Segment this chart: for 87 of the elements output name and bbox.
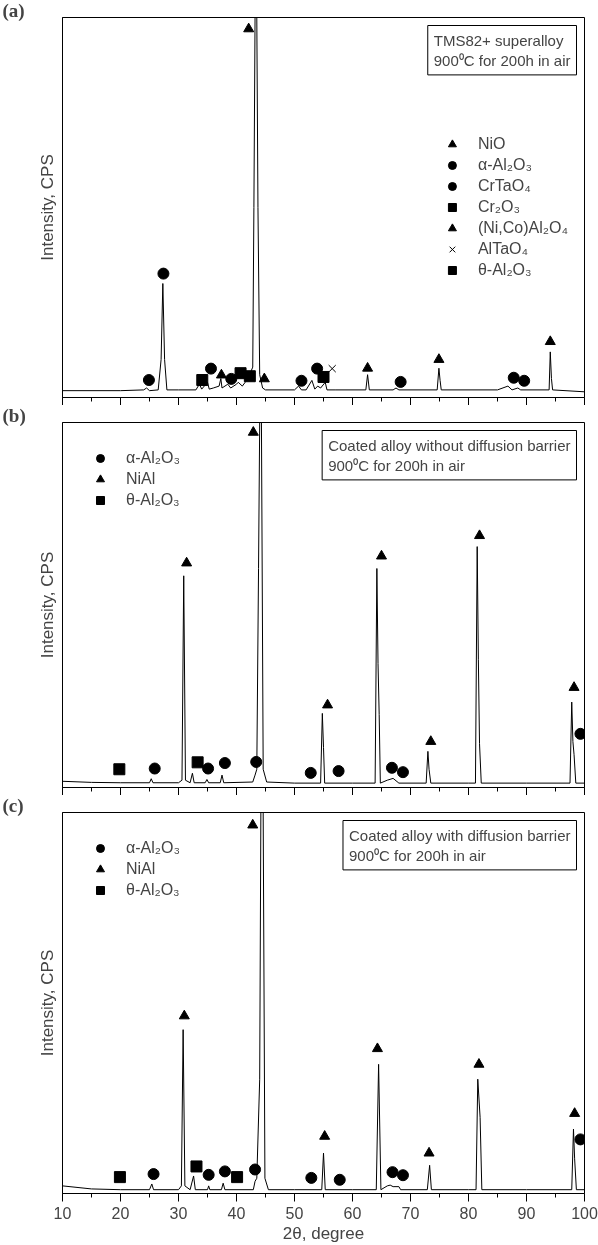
x-tick-label: 90 <box>517 1204 536 1222</box>
point <box>574 727 585 740</box>
point <box>157 267 170 280</box>
annotation: Coated alloy with diffusion barrier 900⁰C for 200h in air <box>348 826 571 864</box>
point <box>250 755 263 768</box>
legend-label: θ-Al₂O₃ <box>477 261 532 279</box>
y-axis-title: Intensity, CPS <box>37 154 57 261</box>
point <box>317 370 330 383</box>
point <box>518 374 531 387</box>
point <box>319 1130 331 1140</box>
legend-label: NiAl <box>126 860 156 878</box>
legend-label: α-Al₂O₃ <box>126 449 180 467</box>
point <box>396 766 409 779</box>
x-axis-title: 2θ, degree <box>282 1223 365 1243</box>
point <box>568 681 580 691</box>
point <box>304 766 317 779</box>
point <box>113 763 126 776</box>
legend-label: (Ni,Co)Al₂O₄ <box>477 219 568 237</box>
x-tick-label: 40 <box>227 1204 246 1222</box>
point <box>333 1173 346 1186</box>
point <box>215 368 227 379</box>
point <box>218 1165 231 1178</box>
point <box>332 765 345 778</box>
x-tick-label: 100 <box>571 1204 598 1222</box>
point <box>569 1107 581 1117</box>
point <box>295 374 308 387</box>
legend-label: CrTaO₄ <box>477 177 531 195</box>
legend-label: α-Al₂O₃ <box>477 156 532 174</box>
legend-label: θ-Al₂O₃ <box>126 881 180 899</box>
point <box>190 1160 203 1173</box>
point <box>243 22 255 33</box>
point <box>181 556 193 567</box>
point <box>202 762 215 775</box>
point <box>544 335 556 346</box>
point <box>433 353 445 363</box>
legend-label: α-Al₂O₃ <box>126 839 180 857</box>
x-tick-label: 70 <box>401 1204 420 1222</box>
legend-label: Cr₂O₃ <box>477 198 520 216</box>
point <box>386 1166 399 1179</box>
x-tick-label: 10 <box>53 1204 72 1222</box>
point <box>247 818 259 829</box>
point <box>371 1042 383 1053</box>
text: (a) <box>2 0 25 22</box>
point <box>147 1168 160 1181</box>
point <box>148 762 161 775</box>
point <box>396 1169 409 1182</box>
point <box>234 367 247 380</box>
x-tick-label: 30 <box>169 1204 188 1222</box>
point <box>425 735 437 745</box>
legend-label: NiO <box>477 135 506 153</box>
point <box>249 1163 262 1176</box>
point <box>507 371 520 384</box>
x-tick-label: 80 <box>459 1204 478 1222</box>
legend-label: AlTaO₄ <box>477 240 529 258</box>
point <box>191 756 204 769</box>
point <box>178 1009 190 1020</box>
point <box>218 757 231 770</box>
x-tick-label: 50 <box>285 1204 304 1222</box>
point <box>231 1171 244 1184</box>
x-tick-label: 60 <box>343 1204 362 1222</box>
legend-label: θ-Al₂O₃ <box>126 491 180 509</box>
point <box>142 374 155 387</box>
point <box>328 364 337 373</box>
point <box>258 372 270 383</box>
point <box>423 1146 435 1157</box>
y-axis-title: Intensity, CPS <box>37 949 57 1057</box>
point <box>574 1133 585 1146</box>
legend-label: NiAl <box>126 470 156 488</box>
point <box>473 1058 485 1068</box>
point <box>385 761 398 774</box>
point <box>474 529 486 540</box>
point <box>202 1168 215 1181</box>
y-axis-title: Intensity, CPS <box>37 551 57 659</box>
annotation: TMS82+ superalloy 900⁰C for 200h in air <box>433 31 571 69</box>
point <box>322 698 334 709</box>
text: (c) <box>2 794 24 817</box>
point <box>247 426 259 436</box>
point <box>394 375 407 388</box>
point <box>196 374 209 387</box>
text: (b) <box>2 404 26 427</box>
point <box>204 362 217 375</box>
point <box>362 361 374 372</box>
point <box>113 1171 126 1184</box>
x-tick-label: 20 <box>111 1204 130 1222</box>
annotation: Coated alloy without diffusion barrier 900⁰C for 200h in air <box>328 436 571 474</box>
point <box>376 549 387 560</box>
point <box>305 1171 318 1184</box>
